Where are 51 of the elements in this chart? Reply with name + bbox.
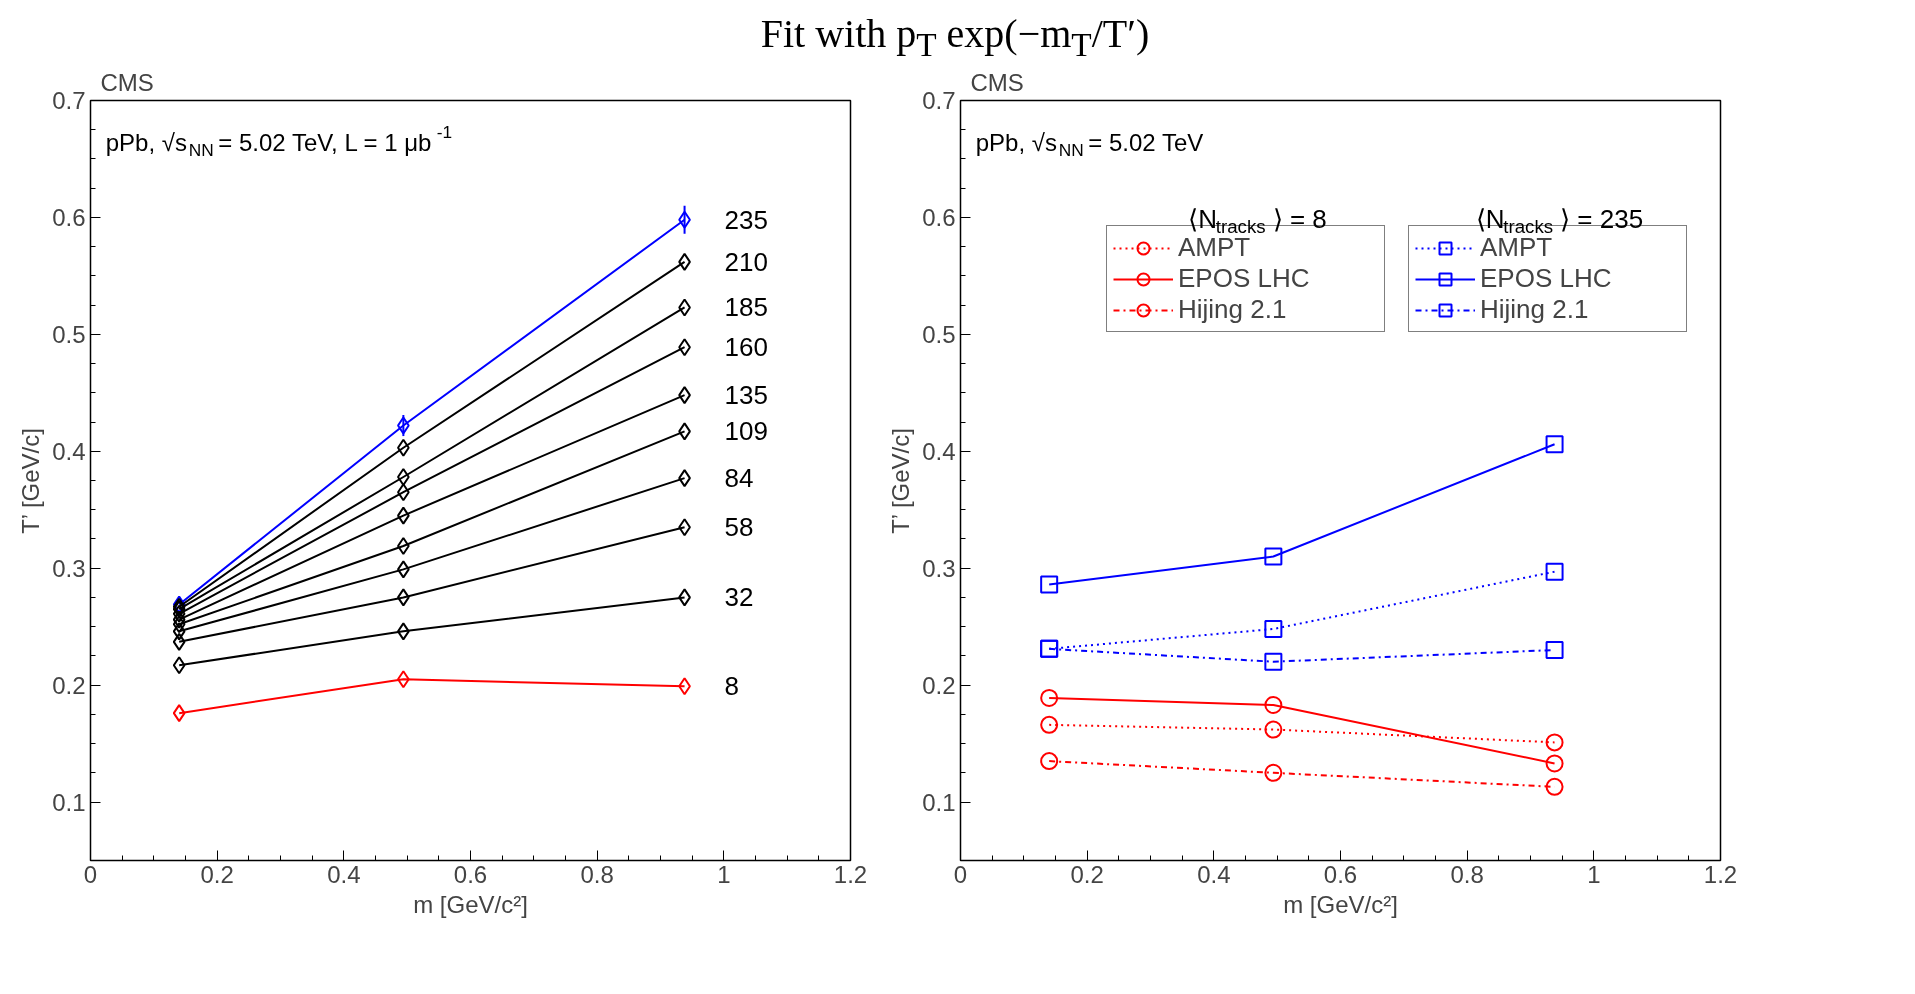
text: Fit with p$_{T}$ exp(−m$_{T}$/T′) [760, 10, 1150, 65]
legend-label: EPOS LHC [1480, 263, 1613, 294]
series-label: 210 [724, 246, 768, 277]
series-label: 58 [724, 512, 754, 543]
x-tick-label: 0.8 [580, 860, 614, 888]
legend-label: AMPT [1480, 232, 1554, 263]
x-tick-label: 0.2 [1070, 860, 1104, 888]
chart-subtitle: CMS [970, 68, 1024, 96]
x-tick-label: 0 [83, 860, 98, 888]
x-tick-label: 0.6 [1323, 860, 1358, 888]
y-axis-title: T’ [GeV/c] [887, 428, 915, 534]
x-tick-label: 0.4 [1197, 860, 1231, 888]
x-tick-label: 0 [953, 860, 968, 888]
y-tick-label: 0.1 [922, 788, 956, 816]
y-tick-label: 0.6 [52, 203, 86, 231]
x-tick-label: 0.2 [200, 860, 234, 888]
x-tick-label: 1 [717, 860, 731, 888]
y-tick-label: 0.2 [922, 671, 956, 699]
x-tick-label: 0.8 [1450, 860, 1484, 888]
series-label: 84 [724, 463, 754, 494]
x-tick-label: 1.2 [1703, 860, 1738, 888]
y-tick-label: 0.7 [52, 87, 86, 114]
y-tick-label: 0.5 [922, 320, 956, 348]
series-label: 8 [724, 671, 740, 702]
series-label: 235 [724, 204, 768, 235]
legend-label: EPOS LHC [1178, 263, 1311, 294]
y-tick-label: 0.5 [52, 320, 86, 348]
x-axis-title: m [GeV/c²] [413, 890, 528, 918]
y-tick-label: 0.6 [922, 203, 956, 231]
series-label: 185 [724, 292, 768, 323]
y-tick-label: 0.4 [922, 437, 956, 465]
y-tick-label: 0.3 [52, 554, 86, 582]
x-tick-label: 1 [1587, 860, 1601, 888]
series-label: 109 [724, 416, 768, 447]
y-tick-label: 0.4 [52, 437, 86, 465]
series-label: 135 [724, 380, 768, 411]
x-tick-label: 0.6 [453, 860, 488, 888]
y-tick-label: 0.7 [922, 87, 956, 114]
x-tick-label: 0.4 [327, 860, 361, 888]
y-tick-label: 0.3 [922, 554, 956, 582]
y-axis-title: T’ [GeV/c] [17, 428, 45, 534]
series-label: 160 [724, 332, 768, 363]
x-tick-label: 1.2 [833, 860, 868, 888]
x-axis-title: m [GeV/c²] [1283, 890, 1398, 918]
legend-label: AMPT [1178, 232, 1251, 263]
legend-label: Hijing 2.1 [1480, 294, 1590, 325]
y-tick-label: 0.2 [52, 671, 86, 699]
legend-label: Hijing 2.1 [1178, 294, 1288, 325]
chart-subtitle: CMS [100, 68, 154, 96]
y-tick-label: 0.1 [52, 788, 86, 816]
series-label: 32 [724, 582, 754, 613]
